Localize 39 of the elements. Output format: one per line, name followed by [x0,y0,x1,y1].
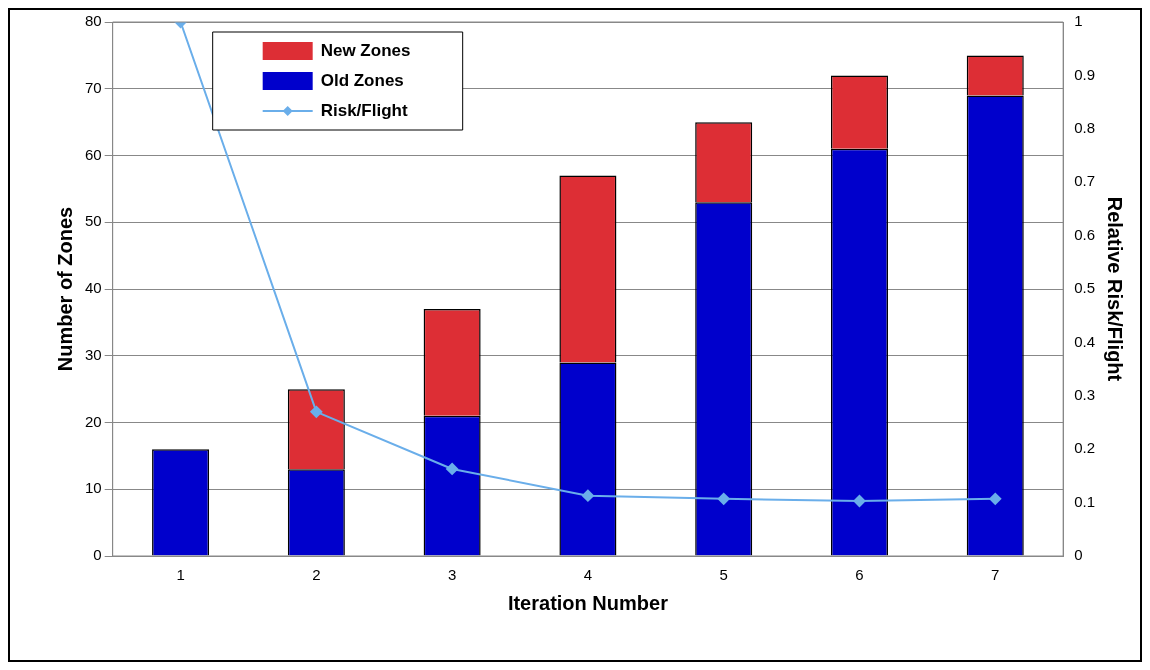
y-tick-label: 70 [85,78,102,96]
y2-tick-label: 0.4 [1074,332,1096,350]
y2-tick-label: 0.2 [1074,439,1096,457]
y-tick-label: 20 [85,412,102,430]
x-axis-title: Iteration Number [507,591,669,614]
y-tick-label: 10 [85,479,102,497]
y2-tick-label: 0.3 [1074,385,1096,403]
legend-label: Old Zones [320,70,404,90]
point [717,492,730,505]
y-axis-title: Number of Zones [53,206,76,372]
x-tick-label: 7 [991,566,1000,584]
y2-tick-label: 0.7 [1074,172,1096,190]
x-tick-label: 2 [312,566,321,584]
y-tick-label: 60 [85,145,102,163]
x-tick-label: 6 [855,566,864,584]
x-tick-label: 4 [583,566,593,584]
point [581,489,594,502]
point [853,495,866,507]
x-tick-label: 5 [719,566,728,584]
legend-label: Risk/Flight [320,100,408,120]
legend-label: New Zones [320,40,411,60]
point [310,405,323,418]
point [989,492,1002,505]
y2-tick-label: 1 [1074,12,1083,30]
y-tick-label: 80 [85,12,102,30]
point [446,462,459,475]
y2-tick-label: 0 [1074,546,1083,564]
x-tick-label: 3 [447,566,457,584]
x-tick-label: 1 [176,566,185,584]
y2-tick-label: 0.9 [1074,65,1096,83]
y2-tick-label: 0.5 [1074,279,1096,297]
y-tick-label: 0 [93,546,102,564]
y-tick-label: 50 [85,212,102,230]
y2-tick-label: 0.1 [1074,492,1096,510]
y2-tick-label: 0.8 [1074,118,1096,136]
y2-tick-label: 0.6 [1074,225,1096,243]
y2-axis-title: Relative Risk/Flight [1104,196,1127,382]
y-tick-label: 40 [85,279,102,297]
y-tick-label: 30 [85,345,102,363]
